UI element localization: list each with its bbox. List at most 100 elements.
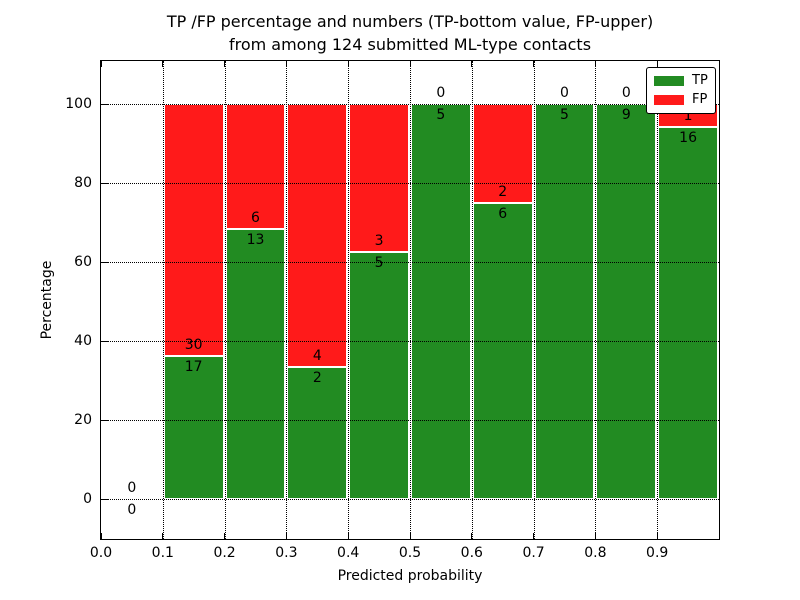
x-tick-label: 0.0 [89, 545, 113, 561]
y-tick-label: 60 [74, 254, 92, 270]
x-tick-mark-top [100, 61, 102, 67]
legend-label-fp: FP [692, 91, 708, 107]
fp-count-label: 30 [184, 337, 203, 354]
tp-color-swatch [654, 76, 684, 87]
x-axis-label: Predicted probability [337, 568, 483, 584]
tp-count-label: 6 [498, 205, 508, 222]
bar-segment-tp [596, 104, 657, 499]
x-tick-mark [347, 533, 349, 539]
vertical-gridline [410, 61, 411, 539]
fp-count-label: 2 [498, 183, 508, 200]
bar-segment-tp [658, 127, 718, 499]
fp-count-label: 4 [312, 348, 322, 365]
bar-segment-tp [287, 367, 348, 499]
fp-count-label: 0 [436, 85, 446, 101]
y-tick-label: 80 [74, 175, 92, 191]
tp-count-label: 13 [246, 231, 265, 248]
x-tick-mark-top [409, 61, 411, 67]
tp-count-label: 17 [184, 359, 203, 376]
x-tick-mark [533, 533, 535, 539]
x-tick-label: 0.1 [151, 545, 174, 561]
fp-count-label: 3 [374, 233, 384, 250]
vertical-gridline [471, 61, 473, 539]
bar-segment-tp [163, 356, 224, 499]
legend-entry-fp: FP [654, 91, 708, 107]
vertical-gridline [657, 61, 659, 539]
bar-segment-fp [287, 104, 348, 368]
y-tick-mark [101, 182, 108, 184]
horizontal-gridline [101, 499, 719, 500]
y-tick-mark [101, 340, 108, 342]
y-tick-mark [101, 419, 108, 421]
x-tick-mark [409, 533, 411, 539]
bar-segment-fp [163, 104, 224, 357]
x-tick-mark-top [594, 61, 596, 67]
x-tick-label: 0.3 [275, 545, 298, 561]
tp-count-label: 5 [374, 255, 384, 272]
tp-count-label: 5 [436, 107, 446, 123]
fp-count-label: 0 [560, 85, 569, 101]
fp-count-label: 0 [621, 85, 631, 101]
x-tick-mark [656, 533, 658, 539]
legend: TP FP [646, 67, 716, 114]
y-tick-label: 20 [74, 412, 92, 428]
fp-count-label: 1 [683, 108, 693, 125]
bar-segment-tp [349, 252, 409, 499]
bar-segment-tp [472, 202, 533, 499]
y-tick-label: 0 [83, 491, 92, 507]
tp-count-label: 9 [621, 107, 631, 123]
tp-count-label: 0 [127, 502, 137, 518]
legend-entry-tp: TP [654, 74, 708, 88]
vertical-gridline [348, 61, 350, 539]
bar-segment-fp [472, 104, 533, 203]
bar-segment-tp [534, 104, 595, 499]
horizontal-gridline [101, 341, 719, 342]
x-tick-mark [100, 533, 102, 539]
fp-count-label: 0 [127, 480, 137, 496]
bar-segment-fp [225, 104, 286, 229]
fp-color-swatch [654, 94, 684, 105]
x-tick-label: 0.5 [398, 545, 422, 561]
vertical-gridline [533, 61, 535, 539]
x-tick-label: 0.7 [522, 545, 545, 561]
x-tick-label: 0.9 [646, 545, 669, 561]
x-tick-mark-top [224, 61, 226, 67]
horizontal-gridline [101, 420, 719, 421]
x-tick-label: 0.2 [213, 545, 236, 561]
x-tick-mark-top [471, 61, 473, 67]
x-tick-label: 0.4 [337, 545, 360, 561]
fp-count-label: 6 [251, 209, 260, 226]
chart-title-line2: from among 124 submitted ML-type contact… [228, 35, 592, 54]
tp-count-label: 16 [679, 130, 697, 147]
x-tick-mark [162, 533, 164, 539]
x-tick-mark [594, 533, 596, 539]
x-tick-mark [471, 533, 473, 539]
y-tick-label: 40 [74, 333, 92, 349]
x-tick-mark [285, 533, 287, 539]
plot-area: TP FP 0 0 30 17 6 13 4 2 3 5 0 5 2 6 0 5 0 9 1 16 [100, 60, 720, 540]
y-tick-mark [101, 103, 108, 105]
vertical-gridline [224, 61, 226, 539]
legend-label-tp: TP [692, 73, 708, 89]
tp-count-label: 5 [560, 107, 569, 123]
x-tick-mark-top [285, 61, 287, 67]
y-tick-label: 100 [65, 96, 92, 112]
x-tick-mark [224, 533, 226, 539]
tp-count-label: 2 [312, 370, 322, 387]
vertical-gridline [162, 61, 164, 539]
y-tick-mark [101, 498, 108, 500]
vertical-gridline [595, 61, 597, 539]
x-tick-mark-top [656, 61, 658, 67]
bar-segment-tp [225, 228, 286, 499]
x-tick-label: 0.6 [460, 545, 483, 561]
x-tick-mark-top [347, 61, 349, 67]
x-tick-mark-top [162, 61, 164, 67]
horizontal-gridline [101, 262, 719, 263]
bar-segment-tp [411, 104, 471, 499]
x-tick-mark-top [533, 61, 535, 67]
x-tick-label: 0.8 [584, 545, 607, 561]
horizontal-gridline [101, 104, 719, 105]
vertical-gridline [286, 61, 288, 539]
chart-title: TP /FP percentage and numbers (TP-bottom… [100, 10, 720, 56]
